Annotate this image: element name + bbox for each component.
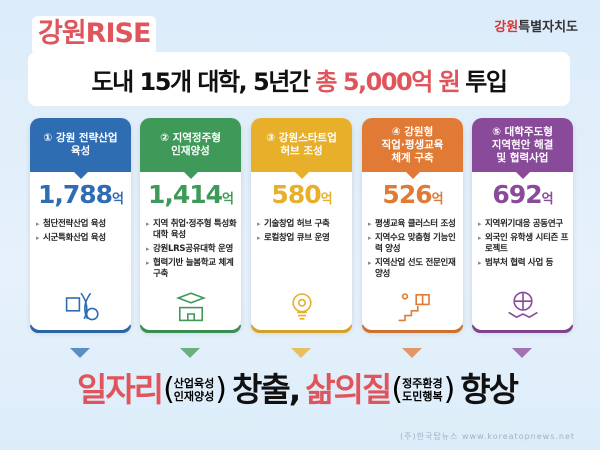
card-items: 지역위기대응 공동연구외국인 유학생 시티즌 프로젝트범부처 협력 사업 등: [472, 215, 573, 272]
amount-unit: 억: [431, 192, 444, 207]
list-item: 로컬창업 큐브 운영: [257, 233, 348, 244]
amount-value: 1,788: [37, 180, 113, 209]
headline-pre: 도내 15개 대학, 5년간: [91, 67, 311, 96]
card-amount: 692억: [472, 180, 573, 215]
card-title: ⑤ 대학주도형 지역현안 해결 및 협력사업: [472, 118, 573, 179]
headline: 도내 15개 대학, 5년간 총 5,000억 원 투입: [28, 52, 570, 106]
slogan-sub1: 산업육성 인재양성: [174, 377, 214, 403]
card-title: ③ 강원스타트업 허브 조성: [251, 118, 352, 179]
list-item: 기술창업 허브 구축: [257, 219, 348, 230]
amount-value: 580: [271, 180, 321, 209]
amount-value: 692: [492, 180, 542, 209]
list-item: 범부처 협력 사업 등: [478, 258, 569, 269]
card-items: 기술창업 허브 구축로컬창업 큐브 운영: [251, 215, 352, 247]
program-card: ⑤ 대학주도형 지역현안 해결 및 협력사업 692억 지역위기대응 공동연구외…: [472, 118, 573, 333]
list-item: 평생교육 클러스터 조성: [368, 219, 459, 230]
list-item: 지역산업 선도 전문인재 양성: [368, 258, 459, 280]
gangwon-logo: 강원특별자치도: [494, 16, 578, 35]
card-bottom-bar: [251, 325, 352, 333]
slogan-create: 창출,: [232, 370, 301, 409]
stairs-book-icon: [398, 293, 430, 322]
sub1a: 산업육성: [173, 377, 215, 390]
slogan-jobs: 일자리: [76, 370, 164, 409]
down-arrow-icon: [402, 348, 422, 358]
paren-close: ): [215, 372, 227, 407]
program-card: ② 지역정주형 인재양성 1,414억 지역 취업·정주형 특성화 대학 육성강…: [140, 118, 241, 333]
paren-open: (: [391, 372, 403, 407]
amount-unit: 억: [320, 192, 333, 207]
sub2b: 도민행복: [402, 390, 443, 403]
card-title: ② 지역정주형 인재양성: [140, 118, 241, 179]
dna-chip-icon: [65, 292, 99, 321]
list-item: 지역 취업·정주형 특성화 대학 육성: [146, 219, 237, 241]
paren-close: ): [443, 372, 456, 407]
logo-first: 강원: [494, 20, 519, 35]
down-arrow-icon: [512, 348, 532, 358]
headline-highlight: 총 5,000억 원: [315, 67, 460, 96]
program-card: ④ 강원형 직업·평생교육 체계 구축 526억 평생교육 클러스터 조성지역수…: [362, 118, 463, 333]
program-card: ③ 강원스타트업 허브 조성 580억 기술창업 허브 구축로컬창업 큐브 운영: [251, 118, 352, 333]
bottom-slogan: 일자리 ( 산업육성 인재양성 ) 창출, 삶의질 ( 정주환경 도민행복 ) 향상: [0, 370, 600, 410]
list-item: 시군특화산업 육성: [36, 233, 127, 244]
paren-open: (: [163, 372, 175, 407]
card-bottom-bar: [472, 325, 573, 333]
card-bottom-bar: [140, 325, 241, 333]
amount-value: 526: [382, 180, 432, 209]
headline-post: 투입: [465, 67, 508, 96]
slogan-improve: 향상: [460, 370, 519, 409]
card-amount: 580억: [251, 180, 352, 215]
card-items: 첨단전략산업 육성시군특화산업 육성: [30, 215, 131, 247]
logo-rest: 특별자치도: [518, 20, 578, 35]
program-card: ① 강원 전략산업 육성 1,788억 첨단전략산업 육성시군특화산업 육성: [30, 118, 131, 333]
slogan-quality: 삶의질: [305, 370, 392, 409]
list-item: 외국인 유학생 시티즌 프로젝트: [478, 233, 569, 255]
watermark: (주)한국탑뉴스 www.koreatopnews.net: [400, 432, 576, 441]
card-amount: 1,414억: [140, 180, 241, 215]
amount-unit: 억: [222, 192, 234, 207]
card-bottom-bar: [362, 325, 463, 333]
list-item: 지역위기대응 공동연구: [478, 219, 569, 230]
amount-unit: 억: [112, 192, 124, 207]
slogan-sub2: 정주환경 도민행복: [402, 377, 442, 403]
card-title: ① 강원 전략산업 육성: [30, 118, 131, 179]
down-arrow-icon: [70, 348, 90, 358]
sub2a: 정주환경: [402, 377, 443, 390]
card-items: 평생교육 클러스터 조성지역수요 맞춤형 기능인력 양성지역산업 선도 전문인재…: [362, 215, 463, 283]
sub1b: 인재양성: [173, 390, 215, 403]
card-bottom-bar: [30, 325, 131, 333]
card-amount: 1,788억: [30, 180, 131, 215]
lightbulb-gear-icon: [291, 293, 312, 320]
card-amount: 526억: [362, 180, 463, 215]
list-item: 지역수요 맞춤형 기능인력 양성: [368, 233, 459, 255]
list-item: 강원LRS공유대학 운영: [146, 244, 237, 255]
globe-handshake-icon: [507, 291, 538, 319]
down-arrow-icon: [180, 348, 200, 358]
list-item: 첨단전략산업 육성: [36, 219, 127, 230]
down-arrow-icon: [291, 348, 311, 358]
amount-value: 1,414: [147, 180, 223, 209]
card-items: 지역 취업·정주형 특성화 대학 육성강원LRS공유대학 운영협력기반 늘봄학교…: [140, 215, 241, 283]
amount-unit: 억: [541, 192, 554, 207]
card-title: ④ 강원형 직업·평생교육 체계 구축: [362, 118, 463, 179]
brand-title: 강원RISE: [32, 16, 157, 52]
graduation-school-icon: [175, 292, 206, 322]
list-item: 협력기반 늘봄학교 체계 구축: [146, 258, 237, 280]
